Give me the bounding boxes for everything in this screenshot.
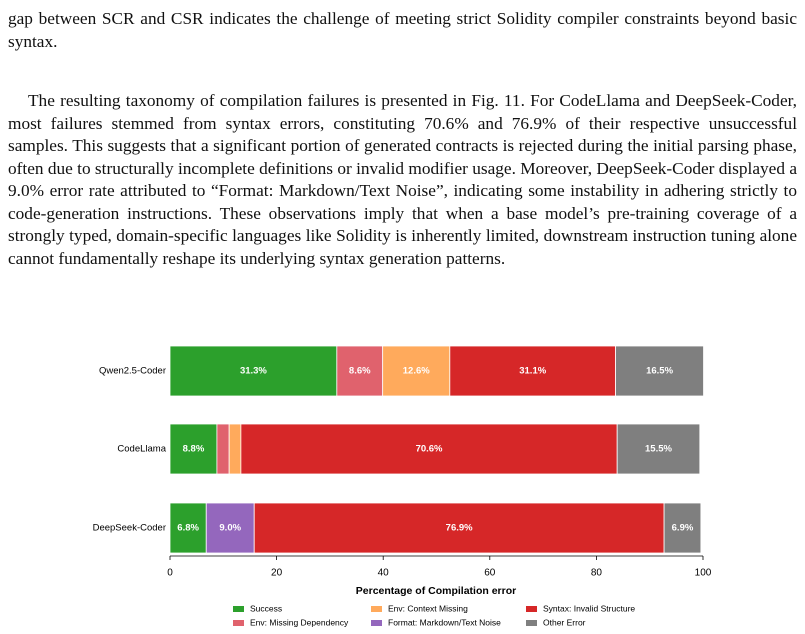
x-axis-label: Percentage of Compilation error [356, 585, 516, 597]
legend-label: Env: Context Missing [388, 603, 468, 613]
legend-label: Env: Missing Dependency [250, 617, 349, 627]
value-label: 16.5% [646, 366, 673, 377]
bar-segment [615, 345, 704, 397]
legend-label: Syntax: Invalid Structure [543, 603, 635, 613]
bar-segment [216, 423, 230, 475]
y-tick-label: Qwen2.5-Coder [99, 366, 166, 377]
bar-segment [205, 502, 255, 554]
x-tick-label: 40 [378, 568, 390, 579]
value-label: 8.6% [349, 366, 371, 377]
y-tick-label: CodeLlama [117, 444, 166, 455]
bar-segment [169, 502, 207, 554]
legend-label: Other Error [543, 617, 586, 627]
value-label: 9.0% [219, 523, 241, 534]
value-label: 6.8% [177, 523, 199, 534]
bar-segment [616, 423, 701, 475]
x-tick-label: 20 [271, 568, 283, 579]
bar-segment [228, 423, 242, 475]
x-tick-label: 80 [591, 568, 603, 579]
y-tick-label: DeepSeek-Coder [93, 523, 166, 534]
paragraph: The resulting taxonomy of compilation fa… [8, 91, 797, 268]
legend-swatch [371, 606, 382, 612]
legend-label: Format: Markdown/Text Noise [388, 617, 501, 627]
x-tick-label: 60 [484, 568, 496, 579]
legend-swatch [526, 620, 537, 626]
value-label: 8.8% [183, 444, 205, 455]
legend-swatch [233, 606, 244, 612]
x-tick-label: 100 [695, 568, 712, 579]
value-label: 31.1% [519, 366, 546, 377]
value-label: 15.5% [645, 444, 672, 455]
legend-swatch [233, 620, 244, 626]
bar-segment [169, 345, 338, 397]
value-label: 12.6% [403, 366, 430, 377]
x-tick-label: 0 [167, 568, 173, 579]
legend-swatch [526, 606, 537, 612]
bar-segment [449, 345, 616, 397]
value-label: 6.9% [672, 523, 694, 534]
legend-label: Success [250, 603, 282, 613]
value-label: 76.9% [446, 523, 473, 534]
legend-swatch [371, 620, 382, 626]
bar-segment [253, 502, 665, 554]
value-label: 70.6% [416, 444, 443, 455]
value-label: 31.3% [240, 366, 267, 377]
bar-segment [169, 423, 218, 475]
paragraph: gap between SCR and CSR indicates the ch… [8, 9, 797, 51]
bar-segment [663, 502, 702, 554]
bar-segment [240, 423, 618, 475]
